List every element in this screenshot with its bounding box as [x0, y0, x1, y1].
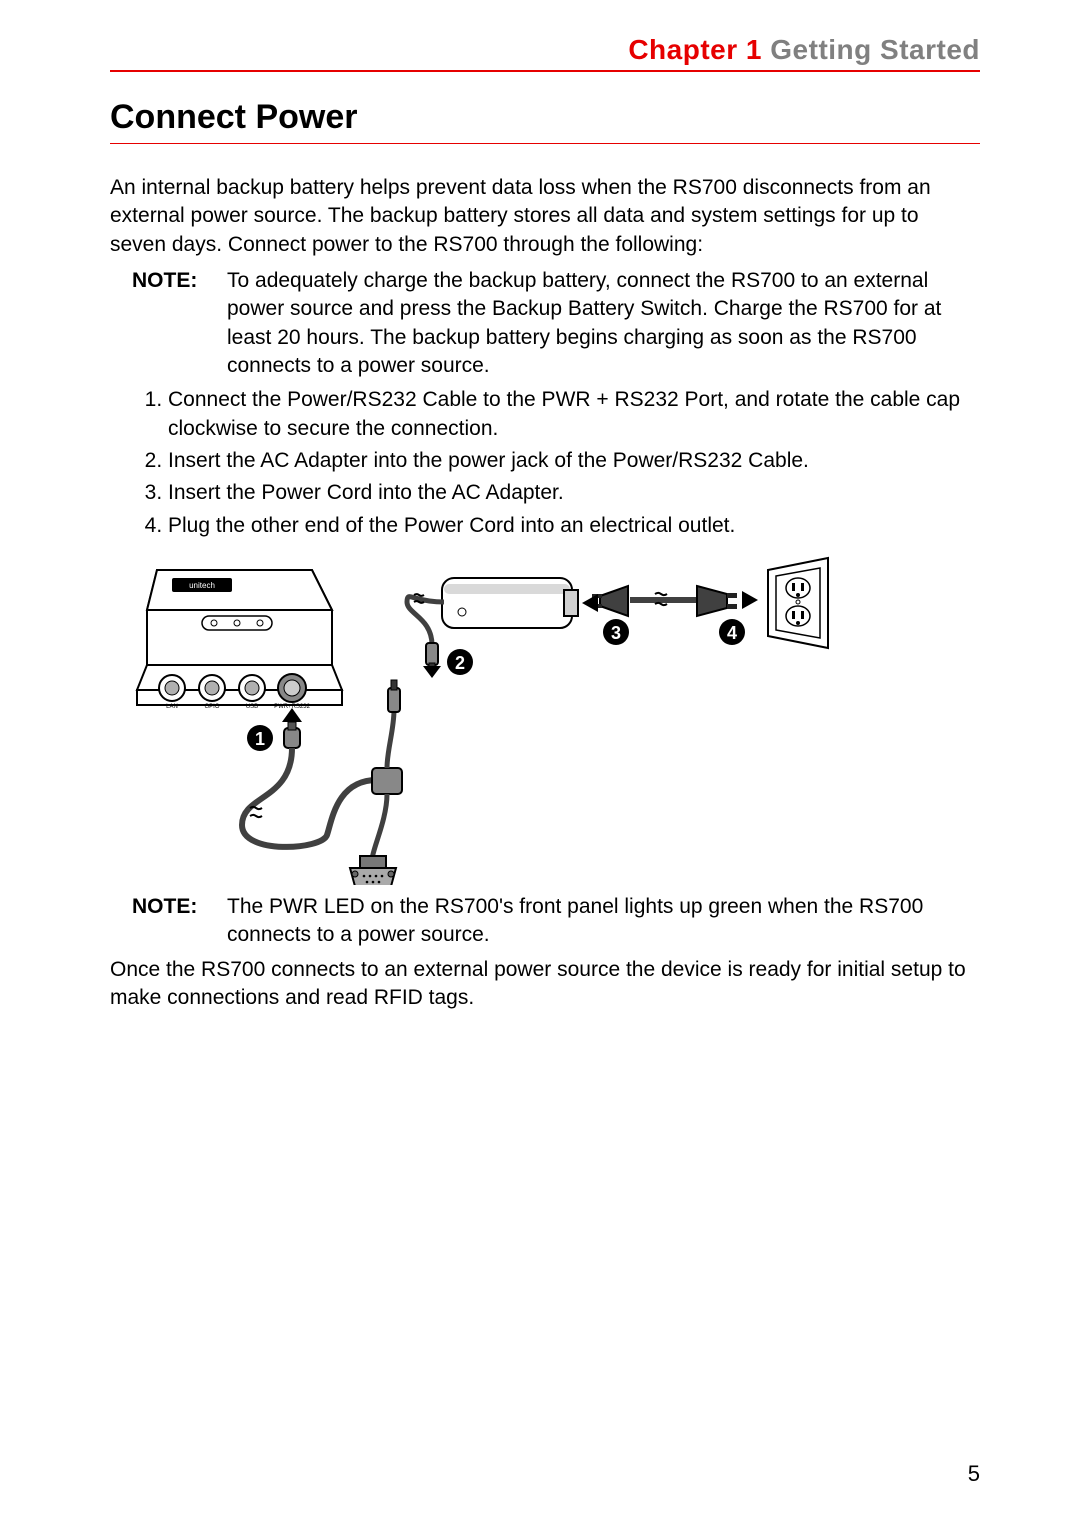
device-icon: unitech LAN GPIO [137, 570, 342, 710]
power-cord-icon [582, 586, 758, 616]
connection-diagram: unitech LAN GPIO [132, 550, 852, 885]
step-item: Insert the Power Cord into the AC Adapte… [168, 479, 980, 507]
chapter-title: Getting Started [770, 34, 980, 65]
svg-text:3: 3 [611, 623, 621, 643]
step-item: Connect the Power/RS232 Cable to the PWR… [168, 386, 980, 443]
running-header: Chapter 1 Getting Started [110, 34, 980, 66]
wall-outlet-icon [768, 558, 828, 648]
svg-text:1: 1 [255, 729, 265, 749]
closing-paragraph: Once the RS700 connects to an external p… [110, 956, 980, 1013]
svg-text:LAN: LAN [166, 704, 178, 710]
note-text: The PWR LED on the RS700's front panel l… [227, 893, 980, 950]
document-page: Chapter 1 Getting Started Connect Power … [0, 0, 1080, 1527]
callout-2: 2 [447, 649, 473, 675]
page-number: 5 [968, 1461, 980, 1487]
svg-text:4: 4 [727, 623, 737, 643]
section-title: Connect Power [110, 98, 980, 137]
svg-text:unitech: unitech [189, 581, 215, 590]
svg-text:2: 2 [455, 653, 465, 673]
step-item: Insert the AC Adapter into the power jac… [168, 447, 980, 475]
note-block-1: NOTE: To adequately charge the backup ba… [132, 267, 980, 380]
arrow-icon [423, 666, 441, 678]
callout-3: 3 [603, 619, 629, 645]
callout-4: 4 [719, 619, 745, 645]
note-text: To adequately charge the backup battery,… [227, 267, 980, 380]
note-label: NOTE: [132, 267, 227, 380]
step-item: Plug the other end of the Power Cord int… [168, 512, 980, 540]
section-rule [110, 143, 980, 144]
steps-list: Connect the Power/RS232 Cable to the PWR… [132, 386, 980, 540]
intro-paragraph: An internal backup battery helps prevent… [110, 174, 980, 259]
diagram-svg: unitech LAN GPIO [132, 550, 852, 885]
chapter-label: Chapter 1 [628, 34, 762, 65]
arrow-icon [282, 708, 302, 722]
svg-text:USB: USB [246, 704, 258, 710]
svg-text:GPIO: GPIO [204, 704, 219, 710]
note-block-2: NOTE: The PWR LED on the RS700's front p… [132, 893, 980, 950]
ac-adapter-icon [407, 578, 578, 671]
cable-icon [242, 680, 402, 885]
callout-1: 1 [247, 725, 273, 751]
note-label: NOTE: [132, 893, 227, 950]
header-rule [110, 70, 980, 72]
